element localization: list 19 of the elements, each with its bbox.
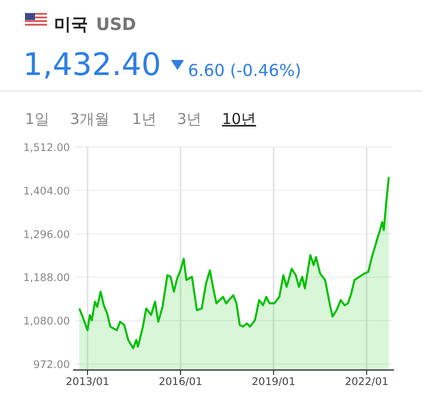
text: 1일 xyxy=(25,110,50,128)
y-tick-label: 972.00 xyxy=(33,358,70,371)
text: 1년 xyxy=(132,110,157,128)
y-tick-label: 1,296.00 xyxy=(23,228,70,241)
chart-title: 미국 xyxy=(54,15,88,35)
text: 6.60 (-0.46%) xyxy=(188,61,302,80)
text: 3년 xyxy=(177,110,202,128)
x-tick-label: 2016/01 xyxy=(158,376,202,388)
chart-subtitle: USD xyxy=(96,15,136,35)
x-tick-label: 2019/01 xyxy=(252,376,296,388)
x-tick-label: 2013/01 xyxy=(66,376,110,388)
y-tick-label: 1,512.00 xyxy=(23,142,70,154)
y-tick-label: 1,188.00 xyxy=(23,272,70,284)
text: 3개월 xyxy=(70,110,110,128)
y-tick-label: 1,080.00 xyxy=(23,316,70,328)
y-tick-label: 1,404.00 xyxy=(23,185,70,198)
x-tick-label: 2022/01 xyxy=(344,376,388,388)
text: 1,432.40 xyxy=(23,47,162,83)
text: 10년 xyxy=(222,110,256,128)
